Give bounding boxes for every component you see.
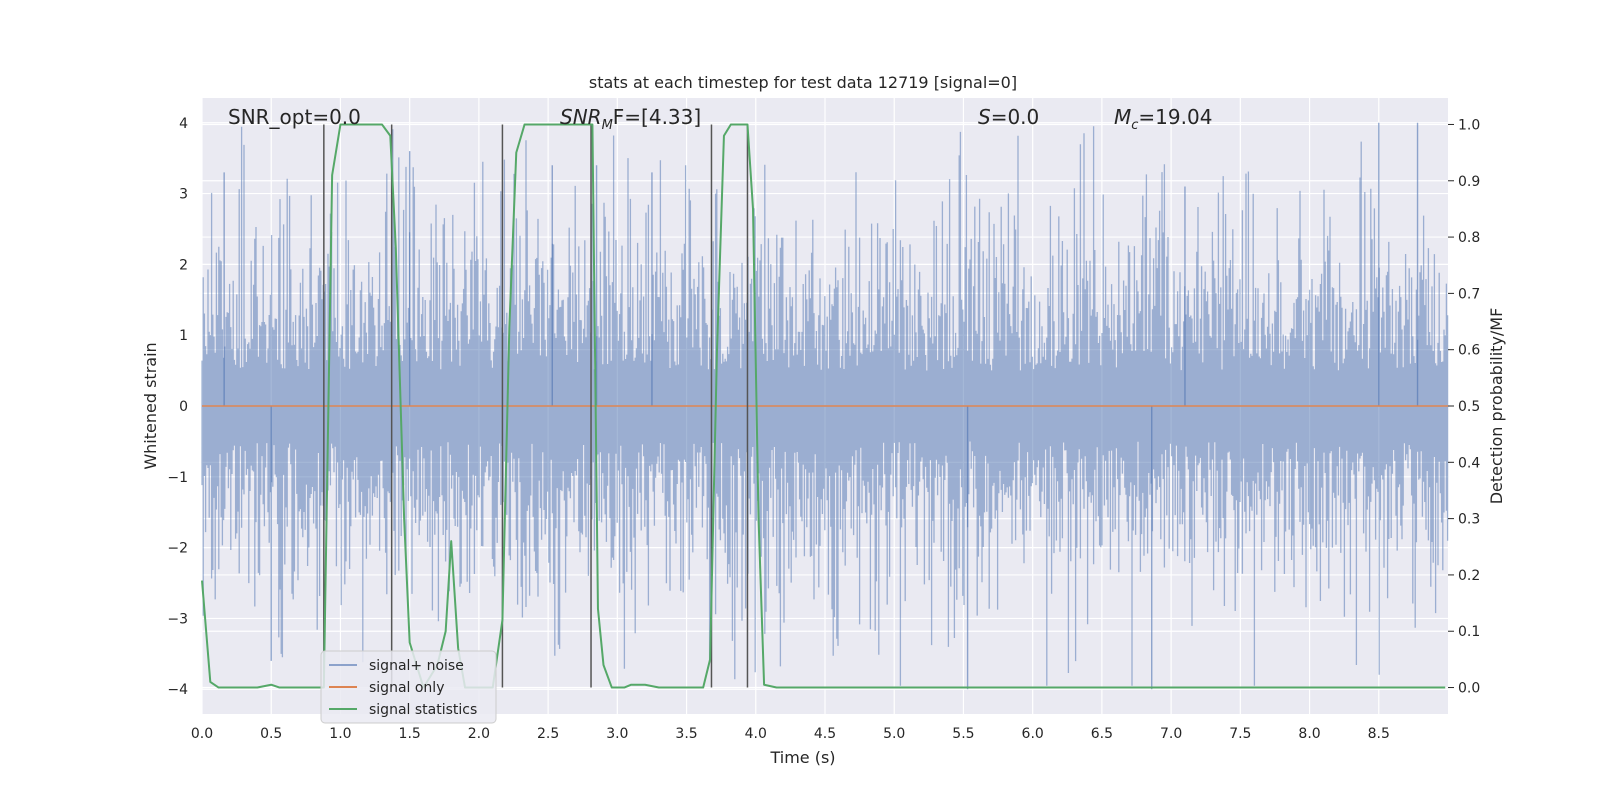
x-tick-label: 3.0 [606, 726, 628, 742]
y2-tick-label: 0.4 [1458, 455, 1480, 471]
x-tick-label: 5.0 [883, 726, 905, 742]
x-tick-labels: 0.0 0.5 1.0 1.5 2.0 2.5 3.0 3.5 4.0 4.5 5.0 5.5 6.0 6… [191, 726, 1390, 742]
annotation-symbol: S [978, 105, 991, 129]
annotation-label: SNRMF=[4.33] [560, 105, 701, 133]
x-tick-label: 6.0 [1022, 726, 1044, 742]
y2-tick-label: 0.5 [1458, 399, 1480, 415]
y-tick-label: −3 [167, 611, 188, 627]
annotation-value: F=[4.33] [613, 105, 701, 129]
annotation-symbol: SNR [560, 105, 602, 129]
x-tick-label: 2.5 [537, 726, 559, 742]
series-signal-plus-noise [201, 122, 1449, 690]
x-axis-label: Time (s) [769, 748, 835, 767]
x-tick-label: 8.5 [1368, 726, 1390, 742]
x-tick-label: 4.5 [814, 726, 836, 742]
y2-axis-label: Detection probability/MF [1487, 308, 1506, 505]
legend-label: signal only [369, 680, 444, 696]
y2-tick-label: 0.7 [1458, 286, 1480, 302]
y2-tick-label: 0.8 [1458, 230, 1480, 246]
annotation-subscript: c [1131, 118, 1138, 133]
x-tick-label: 0.0 [191, 726, 213, 742]
legend-items: signal+ noise signal only signal statistic… [329, 658, 477, 718]
annotation-label: SNR_opt=0.0 [228, 105, 361, 129]
vertical-markers [323, 124, 749, 688]
y-tick-label: −1 [167, 470, 188, 486]
y2-tick-label: 1.0 [1458, 117, 1480, 133]
chart-title: stats at each timestep for test data 127… [589, 73, 1017, 92]
noise-trace [201, 126, 1449, 686]
annotation-subscript: M [602, 118, 613, 133]
x-tick-label: 2.0 [468, 726, 490, 742]
annotation-value: =19.04 [1138, 105, 1212, 129]
legend: signal+ noise signal only signal statistic… [320, 650, 497, 724]
annotations: SNR_opt=0.0 SNRMF=[4.33] S=0.0 Mc=19.04 [228, 105, 1212, 133]
y2-tick-label: 0.6 [1458, 343, 1480, 359]
annotation-symbol: M [1114, 105, 1131, 129]
x-tick-label: 1.5 [399, 726, 421, 742]
y-axis-label: Whitened strain [141, 342, 160, 469]
y2-tick-label: 0.2 [1458, 568, 1480, 584]
y2-tick-label: 0.3 [1458, 512, 1480, 528]
y2-tick-label: 0.9 [1458, 174, 1480, 190]
y-tick-label: 3 [179, 187, 188, 203]
legend-box [320, 650, 497, 724]
x-tick-label: 7.5 [1229, 726, 1251, 742]
legend-label: signal+ noise [369, 658, 464, 674]
x-tick-label: 0.5 [260, 726, 282, 742]
annotation-label: Mc=19.04 [1114, 105, 1212, 133]
x-tick-label: 4.0 [745, 726, 767, 742]
y2-tick-label: 0.1 [1458, 624, 1480, 640]
x-tick-label: 6.5 [1091, 726, 1113, 742]
y-tick-label: −4 [167, 682, 188, 698]
y-tick-labels: −4 −3 −2 −1 0 1 2 3 4 [167, 116, 188, 698]
x-tick-label: 8.0 [1298, 726, 1320, 742]
annotation-text: SNR_opt=0.0 [228, 105, 361, 129]
x-tick-label: 3.5 [675, 726, 697, 742]
y2-tick-labels: 0.0 0.1 0.2 0.3 0.4 0.5 0.6 0.7 0.8 0.9 1.0 [1448, 117, 1480, 697]
x-tick-label: 5.5 [952, 726, 974, 742]
annotation-value: =0.0 [991, 105, 1040, 129]
y-tick-label: 0 [179, 399, 188, 415]
x-tick-label: 1.0 [329, 726, 351, 742]
y-tick-label: −2 [167, 541, 188, 557]
annotation-label: S=0.0 [978, 105, 1039, 129]
y-tick-label: 4 [179, 116, 188, 132]
legend-label: signal statistics [369, 702, 477, 718]
y2-tick-label: 0.0 [1458, 681, 1480, 697]
y-tick-label: 2 [179, 257, 188, 273]
x-tick-label: 7.0 [1160, 726, 1182, 742]
y-tick-label: 1 [179, 328, 188, 344]
